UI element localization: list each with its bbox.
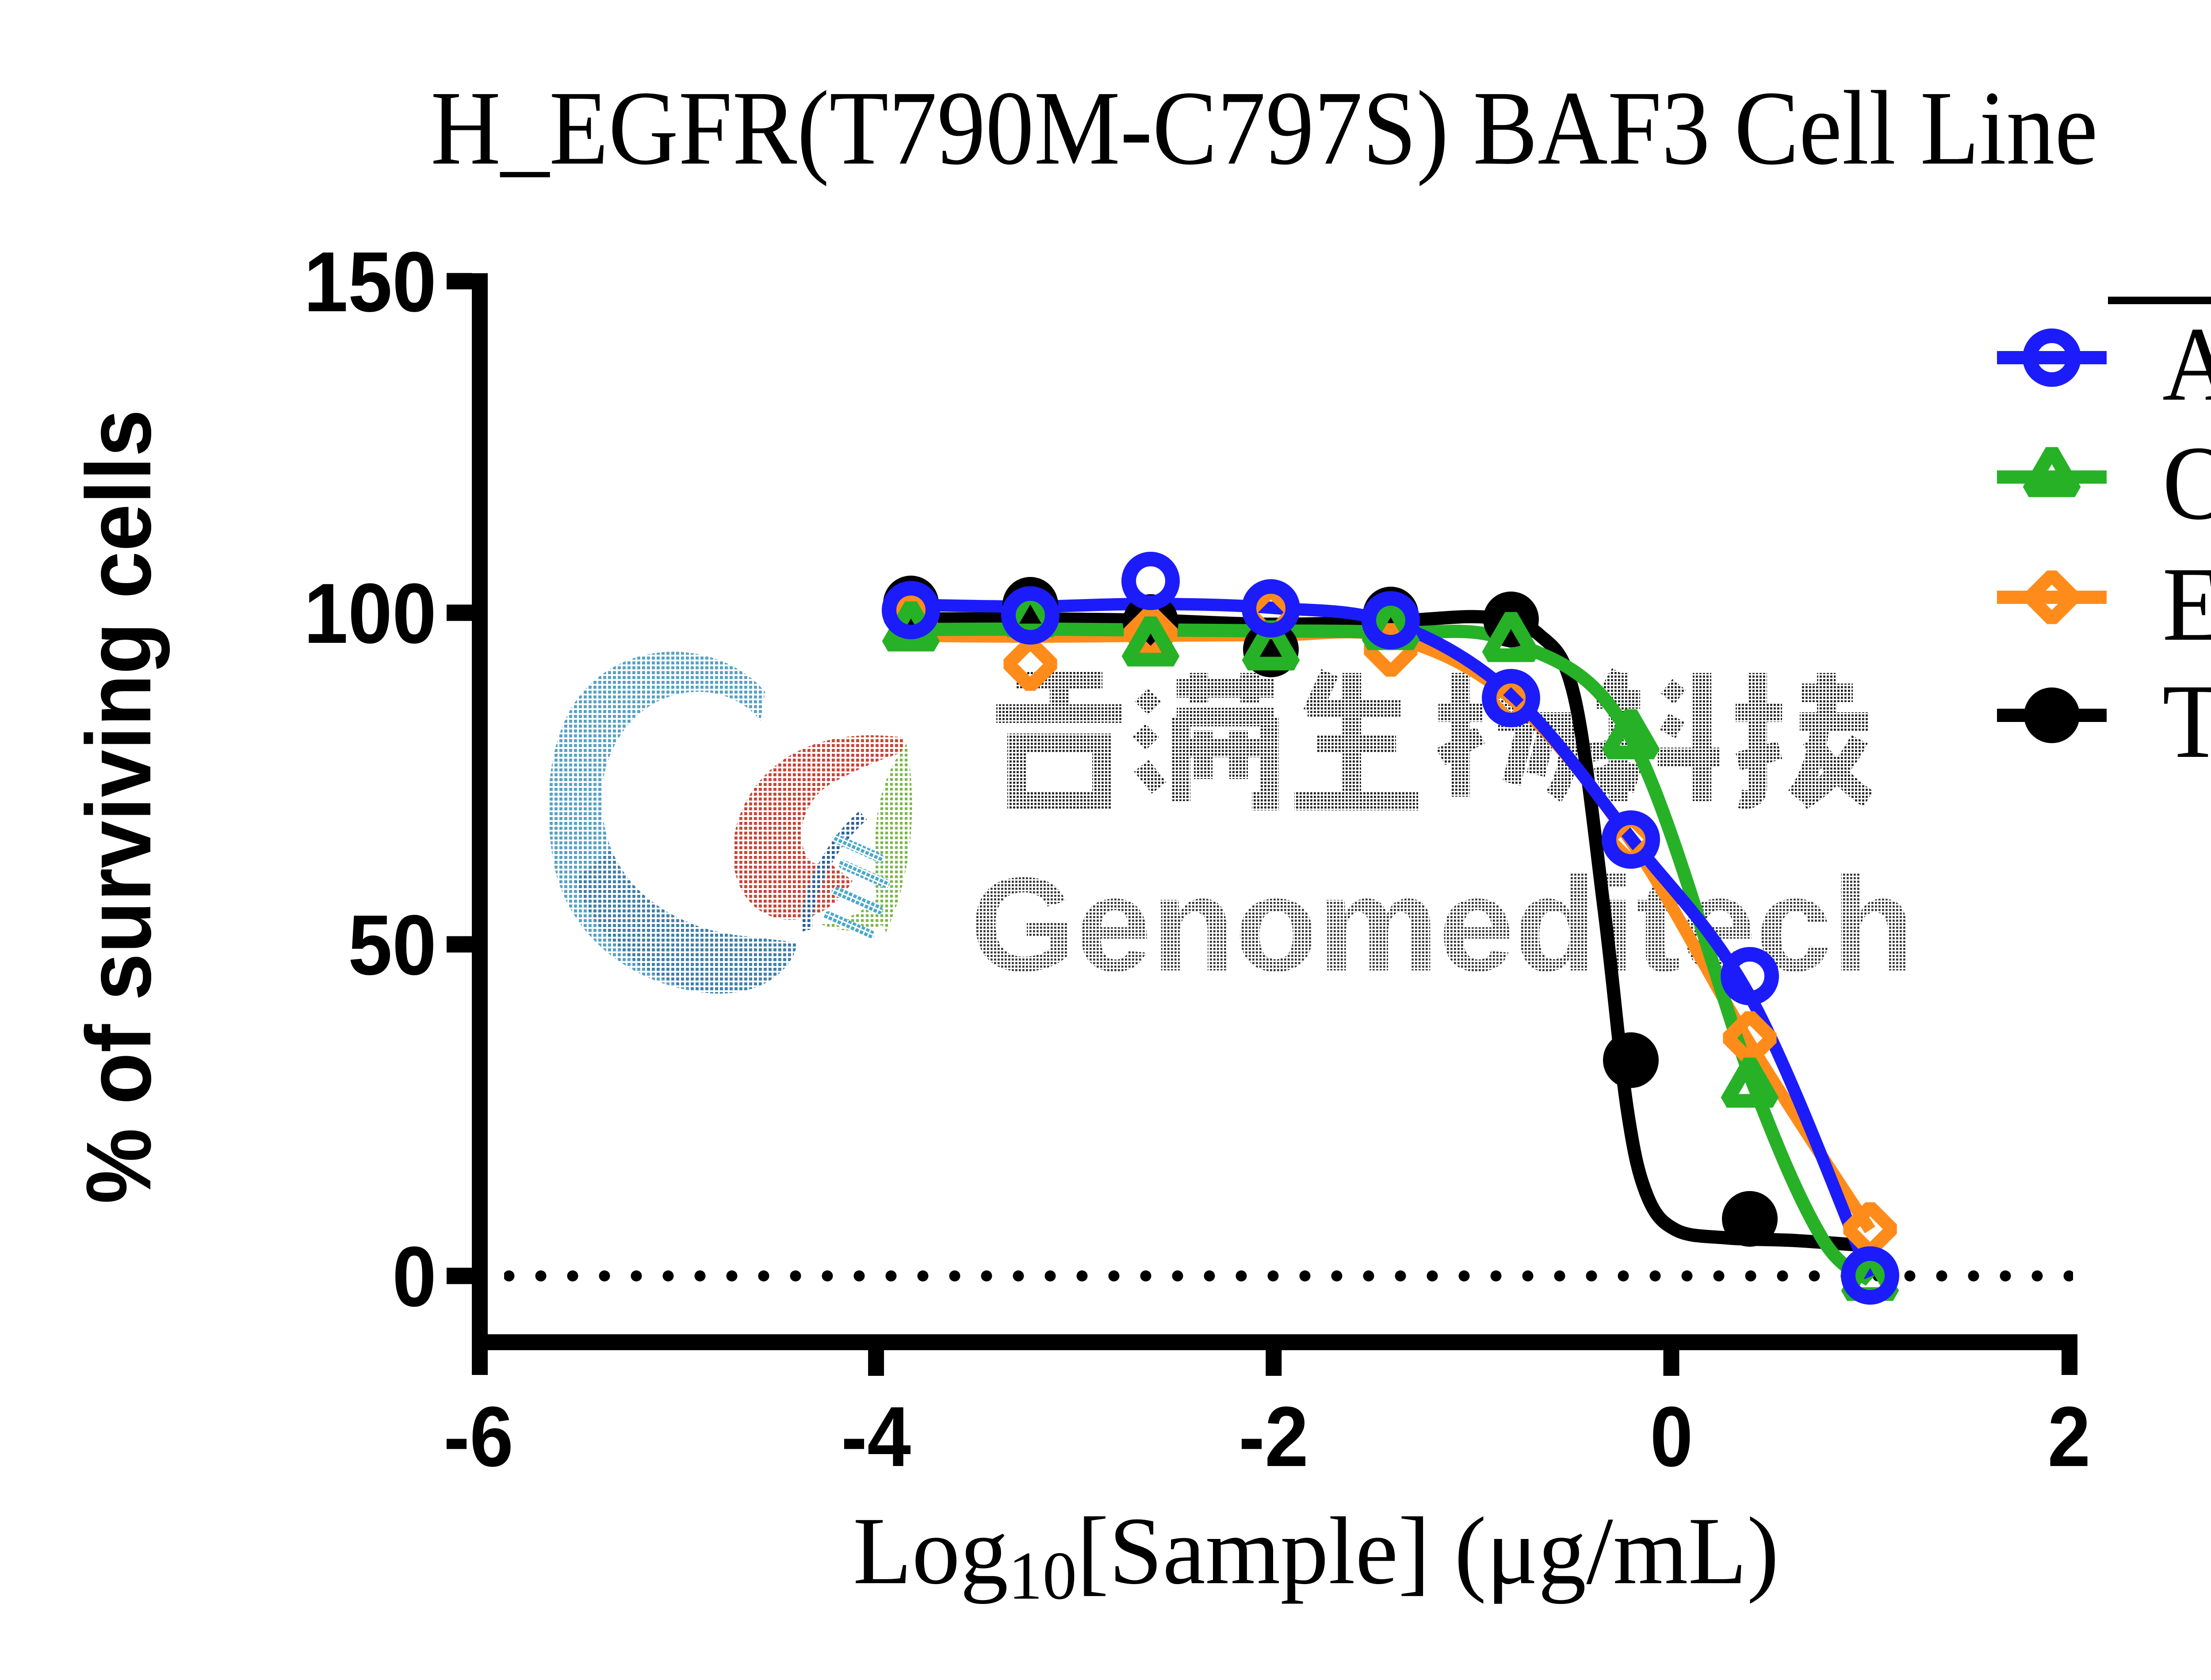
svg-text:150: 150 (304, 234, 436, 329)
svg-text:0: 0 (1650, 1389, 1693, 1484)
svg-text:H_EGFR(T790M-C797S) BAF3 Cell: H_EGFR(T790M-C797S) BAF3 Cell Line (431, 69, 2098, 187)
svg-text:Erlotinib: Erlotinib (2162, 545, 2211, 663)
svg-text:Log10[Sample] (μg/mL): Log10[Sample] (μg/mL) (853, 1498, 1779, 1614)
svg-text:Afatinib: Afatinib (2162, 305, 2211, 423)
svg-text:0: 0 (392, 1229, 436, 1324)
svg-text:2: 2 (2048, 1389, 2091, 1484)
svg-text:Osimertinib: Osimertinib (2162, 424, 2211, 542)
svg-text:-2: -2 (1239, 1389, 1308, 1484)
svg-text:% of surviving cells: % of surviving cells (68, 409, 170, 1204)
svg-text:100: 100 (304, 565, 436, 661)
svg-text:50: 50 (348, 897, 436, 993)
svg-text:Genomeditech: Genomeditech (970, 850, 1915, 999)
svg-text:-6: -6 (444, 1389, 513, 1484)
svg-text:-4: -4 (841, 1389, 911, 1484)
svg-text:TQB3804: TQB3804 (2162, 662, 2211, 780)
